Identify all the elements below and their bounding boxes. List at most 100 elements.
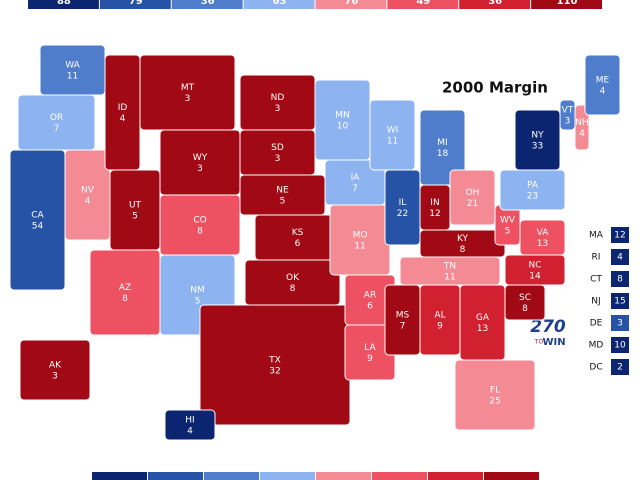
legend-swatch: [204, 472, 259, 480]
state: ND3: [239, 74, 316, 131]
state-votes: 7: [54, 124, 60, 134]
small-state-box: [611, 249, 629, 265]
state: IA7: [324, 159, 386, 206]
state: SD3: [239, 129, 316, 176]
state-abbr: AL: [434, 311, 445, 321]
state-abbr: OR: [50, 113, 63, 123]
state-abbr: GA: [476, 313, 490, 323]
legend-value: 63: [273, 0, 287, 7]
state-votes: 7: [400, 322, 406, 332]
state-abbr: AK: [49, 361, 62, 371]
state-votes: 4: [85, 197, 91, 207]
state-abbr: IN: [430, 198, 439, 208]
small-state-abbr: DE: [590, 319, 603, 329]
state-votes: 23: [527, 192, 538, 202]
state: LA9: [344, 324, 396, 381]
small-states: MA 12 RI 4 CT 8 NJ 15 DE 3 MD 10 DC 2: [589, 227, 629, 375]
legend-bottom: [92, 472, 539, 480]
logo: 270 TO WIN: [530, 317, 566, 348]
state: HI4: [164, 409, 216, 441]
state-abbr: FL: [490, 386, 500, 396]
state-votes: 5: [280, 197, 286, 207]
state: ID4: [104, 54, 141, 171]
state-abbr: IL: [399, 198, 407, 208]
state-abbr: CA: [31, 211, 44, 221]
state-abbr: WA: [65, 61, 80, 71]
small-state-votes: 3: [617, 319, 623, 329]
state: MS7: [384, 284, 421, 356]
state: KS6: [254, 214, 341, 261]
state-abbr: ND: [271, 93, 285, 103]
legend-segment: [531, 0, 602, 9]
state-abbr: ME: [596, 76, 610, 86]
state-abbr: OK: [286, 273, 300, 283]
state-votes: 7: [352, 184, 358, 194]
legend-value: 76: [344, 0, 358, 7]
state-votes: 32: [269, 367, 280, 377]
state-votes: 33: [532, 142, 543, 152]
small-state-box: [611, 359, 629, 375]
legend-swatch: [428, 472, 483, 480]
state: SC8: [504, 284, 546, 321]
state: AZ8: [89, 249, 161, 336]
state-votes: 8: [460, 245, 466, 255]
state-abbr: KY: [457, 234, 469, 244]
small-state-votes: 4: [617, 253, 623, 263]
state-votes: 11: [444, 273, 455, 283]
state: ME4: [584, 54, 621, 116]
legend-value: 36: [201, 0, 215, 7]
legend-segment: [171, 0, 243, 9]
state-shape: [164, 409, 216, 441]
state-shape: [514, 109, 561, 171]
state: MT3: [139, 54, 236, 131]
logo-win: WIN: [542, 337, 565, 348]
state: UT5: [109, 169, 161, 251]
state-votes: 3: [275, 104, 281, 114]
legend-segment: [459, 0, 531, 9]
small-state-abbr: CT: [590, 275, 602, 285]
small-state-abbr: MD: [589, 341, 604, 351]
small-state-abbr: NJ: [591, 297, 600, 307]
state-abbr: VA: [537, 228, 550, 238]
state-votes: 8: [197, 227, 203, 237]
state-shape: [519, 219, 566, 256]
state-votes: 9: [367, 354, 373, 364]
legend-value: 110: [557, 0, 578, 7]
small-state-box: [611, 315, 629, 331]
state-shape: [574, 104, 590, 151]
state-abbr: CO: [193, 216, 206, 226]
state-votes: 4: [120, 114, 126, 124]
small-state-box: [611, 293, 629, 309]
small-state-votes: 10: [614, 341, 626, 351]
small-state-votes: 2: [617, 363, 623, 373]
legend-top: 88 79 36 63 76 49 36 110: [28, 0, 602, 9]
state-abbr: SC: [519, 293, 531, 303]
state: WV5: [494, 204, 521, 246]
state-abbr: OH: [466, 188, 480, 198]
state-abbr: SD: [271, 143, 284, 153]
state-votes: 5: [505, 227, 511, 237]
state-votes: 3: [52, 372, 58, 382]
state-abbr: NM: [190, 286, 205, 296]
state-abbr: NV: [81, 186, 95, 196]
state: KY8: [419, 229, 506, 258]
state-votes: 21: [467, 199, 478, 209]
state-abbr: PA: [527, 181, 539, 191]
state-abbr: NH: [575, 118, 589, 128]
state-votes: 11: [354, 242, 365, 252]
state-abbr: IA: [351, 173, 361, 183]
state-votes: 3: [197, 164, 203, 174]
small-state-votes: 8: [617, 275, 623, 285]
